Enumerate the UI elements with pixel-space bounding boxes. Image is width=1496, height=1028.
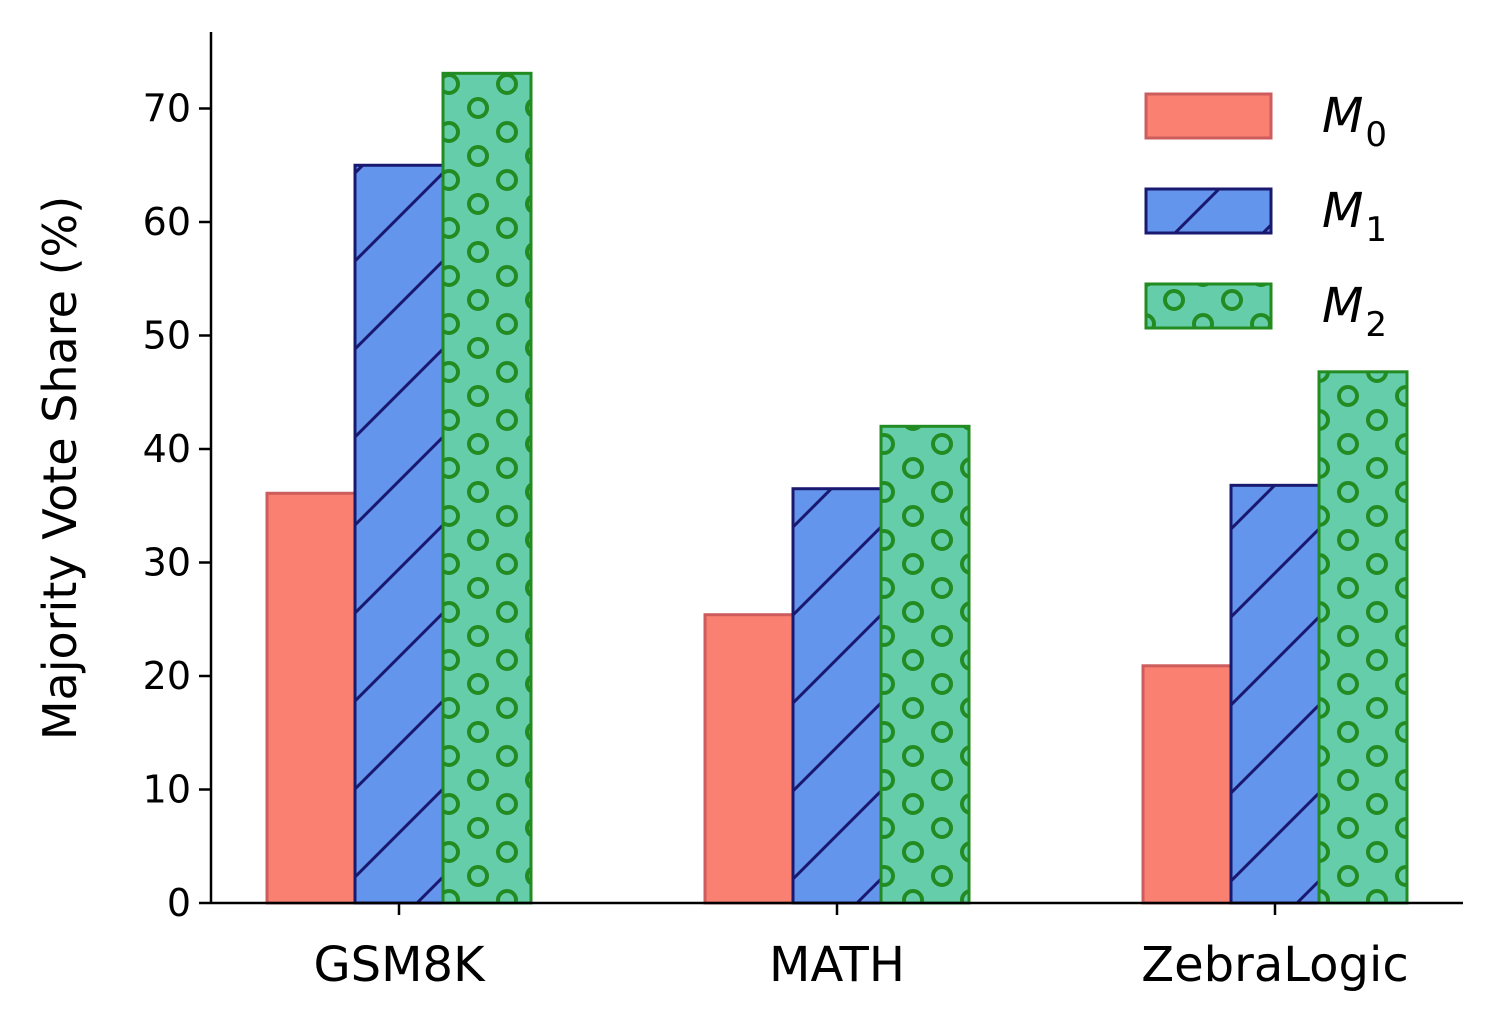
y-tick-label: 30: [143, 541, 191, 585]
axes-group: 0 10 20 30 40 50 60 70 GSM8K MATH ZebraLogic: [143, 32, 1463, 993]
x-tick-label-gsm8k: GSM8K: [313, 937, 486, 993]
y-tick-label: 0: [167, 881, 191, 925]
y-tick-label: 10: [143, 768, 191, 812]
bar-gsm8k-m0: [265, 491, 357, 905]
bar-zebralogic-m0: [1141, 664, 1233, 905]
bar-math-m1: [791, 487, 883, 905]
bars-group: [265, 71, 1409, 905]
bar-math-m2: [879, 424, 971, 905]
legend-label-m2: M2: [1322, 278, 1387, 345]
y-tick-label: 70: [143, 87, 191, 131]
bar-gsm8k-m1: [353, 163, 445, 905]
legend-label-m0: M0: [1322, 88, 1387, 155]
bar-math-m0: [703, 613, 795, 905]
y-axis-title: Majority Vote Share (%): [33, 196, 87, 740]
x-tick-label-math: MATH: [769, 937, 905, 993]
legend-label-m1: M1: [1322, 183, 1387, 250]
y-tick-label: 60: [143, 200, 191, 244]
y-tick-label: 40: [143, 427, 191, 471]
bar-gsm8k-m2: [441, 71, 533, 905]
bar-zebralogic-m2: [1317, 370, 1409, 905]
legend-swatch-m1: [1144, 187, 1273, 235]
x-tick-label-zebralogic: ZebraLogic: [1141, 937, 1409, 993]
legend-swatch-m0: [1144, 92, 1273, 140]
legend: M0 M1 M2: [1144, 88, 1387, 345]
y-tick-label: 20: [143, 654, 191, 698]
legend-swatch-m2: [1144, 282, 1273, 330]
y-tick-label: 50: [143, 314, 191, 358]
bar-zebralogic-m1: [1229, 483, 1321, 905]
